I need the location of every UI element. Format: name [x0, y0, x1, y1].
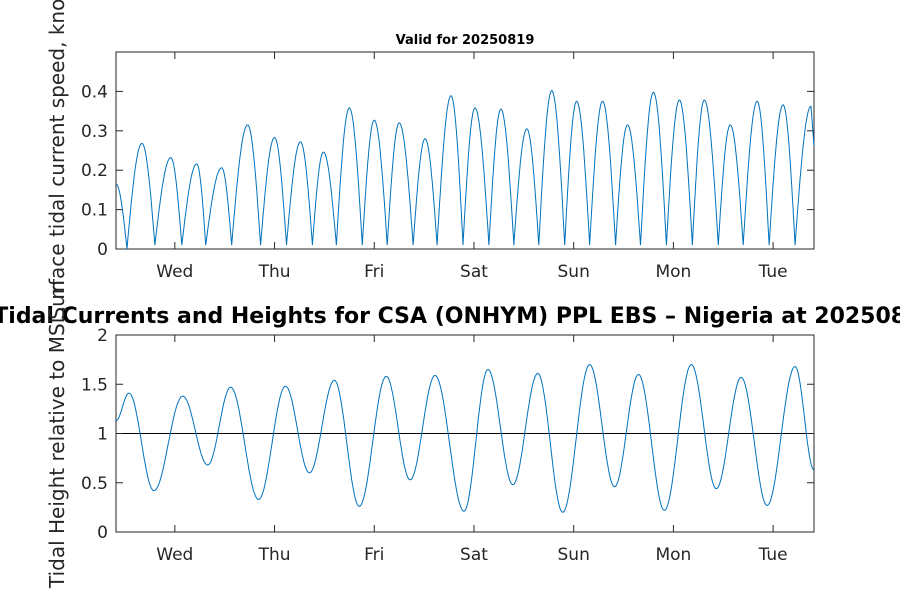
y-tick-label: 0.4	[81, 82, 108, 102]
x-tick-label: Fri	[364, 262, 384, 282]
x-tick-label: Sun	[558, 545, 590, 565]
y-tick-label: 0	[97, 523, 108, 543]
current-speed-x-ticks: Wed Thu Fri Sat Sun Mon Tue	[156, 52, 788, 282]
current-speed-line	[115, 89, 815, 250]
y-tick-label: 2	[97, 326, 108, 346]
y-tick-label: 1	[97, 425, 108, 445]
tidal-height-x-ticks: Wed Thu Fri Sat Sun Mon Tue	[156, 335, 788, 565]
x-tick-label: Sat	[460, 545, 488, 565]
x-tick-label: Tue	[758, 262, 788, 282]
x-tick-label: Sat	[460, 262, 488, 282]
current-speed-axes-box	[115, 51, 815, 250]
current-speed-y-ticks: 0 0.1 0.2 0.3 0.4	[81, 82, 814, 260]
current-speed-panel: Valid for 20250819 0 0.1 0.2 0.3 0.4 Wed Thu F…	[81, 33, 815, 282]
x-tick-label: Thu	[258, 545, 291, 565]
x-tick-label: Wed	[156, 262, 193, 282]
tidal-height-panel: 0 0.5 1 1.5 2 Wed Thu Fri Sat Sun Mon Tue	[81, 326, 815, 565]
tidal-height-line	[115, 364, 815, 513]
x-tick-label: Wed	[156, 545, 193, 565]
y-tick-label: 0.1	[81, 201, 108, 221]
subtitle: Valid for 20250819	[396, 33, 535, 48]
y-tick-label: 0.5	[81, 474, 108, 494]
y-tick-label: 0.3	[81, 122, 108, 142]
x-tick-label: Thu	[258, 262, 291, 282]
y-tick-label: 1.5	[81, 375, 108, 395]
tidal-height-y-label: Tidal Height relative to MSL, m	[45, 280, 69, 589]
y-tick-label: 0	[97, 240, 108, 260]
x-tick-label: Mon	[655, 262, 691, 282]
current-speed-y-label: Surface tidal current speed, knots	[45, 0, 69, 320]
x-tick-label: Mon	[655, 545, 691, 565]
tidal-height-y-ticks: 0 0.5 1 1.5 2	[81, 326, 814, 543]
x-tick-label: Sun	[558, 262, 590, 282]
main-title: Tidal Currents and Heights for CSA (ONHY…	[0, 304, 900, 329]
x-tick-label: Fri	[364, 545, 384, 565]
y-tick-label: 0.2	[81, 161, 108, 181]
x-tick-label: Tue	[758, 545, 788, 565]
